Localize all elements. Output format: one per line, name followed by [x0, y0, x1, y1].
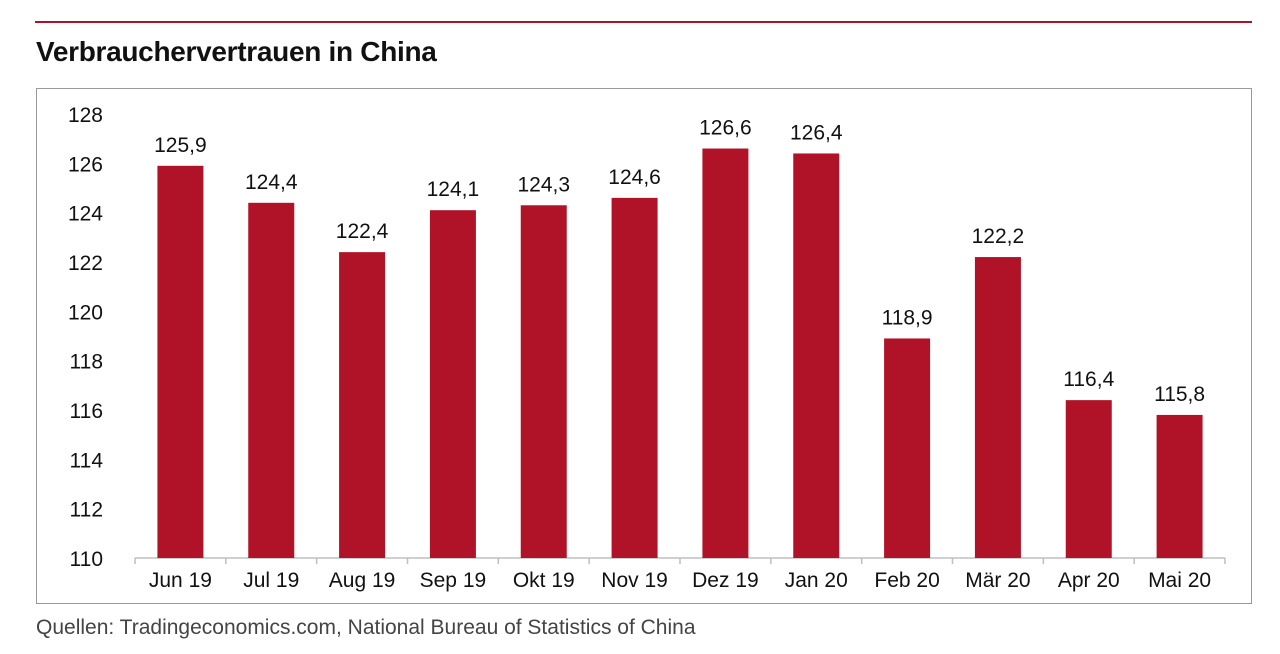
x-tick-label: Feb 20 — [874, 569, 939, 592]
y-tick-label: 126 — [68, 153, 103, 176]
bar — [702, 148, 749, 558]
x-tick-label: Jul 19 — [243, 569, 299, 592]
x-tick-label: Sep 19 — [420, 569, 487, 592]
bar-value-label: 124,6 — [608, 166, 661, 189]
x-tick-label: Mär 20 — [965, 569, 1030, 592]
bar — [1065, 400, 1112, 558]
bar-value-label: 118,9 — [882, 306, 933, 329]
bar-value-label: 124,3 — [517, 173, 570, 196]
bar — [884, 338, 931, 558]
x-tick-label: Jun 19 — [149, 569, 212, 592]
bar — [793, 153, 840, 558]
bar — [611, 197, 658, 558]
y-tick-label: 112 — [70, 499, 103, 522]
x-tick-label: Okt 19 — [513, 569, 575, 592]
bar-value-label: 124,1 — [427, 178, 480, 201]
top-rule — [35, 21, 1252, 23]
bar-value-label: 124,4 — [245, 171, 298, 194]
y-tick-label: 124 — [68, 203, 103, 226]
x-tick-label: Nov 19 — [601, 569, 668, 592]
y-tick-label: 118 — [70, 351, 103, 374]
y-tick-label: 110 — [70, 548, 103, 571]
y-tick-label: 128 — [68, 104, 103, 127]
y-tick-label: 122 — [68, 252, 103, 275]
y-tick-label: 116 — [70, 400, 103, 423]
bar-value-label: 125,9 — [154, 134, 207, 157]
bar — [248, 202, 295, 559]
bar-value-label: 115,8 — [1154, 383, 1205, 406]
bar-value-label: 126,6 — [699, 117, 752, 140]
bar-chart: 110 112 114 116 118 120 122 124 126 128 125,9 Jun 1… — [68, 104, 1226, 592]
bar — [1156, 414, 1203, 558]
x-tick-label: Mai 20 — [1148, 569, 1211, 592]
bar — [429, 210, 476, 558]
x-tick-label: Dez 19 — [692, 569, 759, 592]
bar — [974, 257, 1021, 558]
bar — [520, 205, 567, 558]
bar — [339, 252, 386, 558]
bar-value-label: 126,4 — [790, 121, 843, 144]
source-note: Quellen: Tradingeconomics.com, National … — [36, 616, 696, 639]
bar — [157, 165, 204, 559]
x-tick-label: Aug 19 — [329, 569, 396, 592]
bar-value-label: 122,4 — [336, 220, 389, 243]
bar-value-label: 116,4 — [1063, 368, 1114, 391]
y-tick-label: 114 — [70, 449, 104, 472]
bar-value-label: 122,2 — [972, 225, 1025, 248]
chart-title: Verbrauchervertrauen in China — [36, 36, 437, 67]
x-tick-label: Jan 20 — [785, 569, 848, 592]
x-tick-label: Apr 20 — [1058, 569, 1120, 592]
y-tick-label: 120 — [68, 301, 103, 324]
chart-frame: 110 112 114 116 118 120 122 124 126 128 125,9 Jun 1… — [36, 88, 1252, 604]
